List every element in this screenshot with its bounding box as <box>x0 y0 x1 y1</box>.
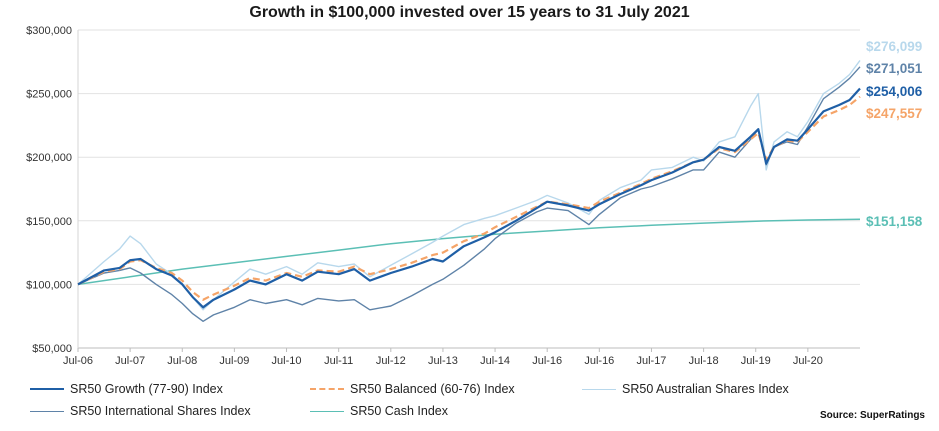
chart-title: Growth in $100,000 invested over 15 year… <box>249 4 690 21</box>
x-tick-label: Jul-13 <box>428 355 458 367</box>
x-tick-label: Jul-16 <box>584 355 614 367</box>
end-label-3: $271,051 <box>866 61 923 76</box>
y-tick-label: $250,000 <box>26 89 72 101</box>
series-line-0 <box>77 87 861 309</box>
y-axis-tick-labels: $50,000 $100,000 $150,000 $200,000 $250,000 $… <box>26 25 72 355</box>
x-tick-label: Jul-12 <box>376 355 406 367</box>
series-line-3 <box>77 66 861 322</box>
grid-lines <box>78 29 860 285</box>
x-tick-label: Jul-19 <box>741 355 771 367</box>
x-tick-label: Jul-10 <box>272 355 302 367</box>
source-note: Source: SuperRatings <box>819 410 925 421</box>
x-tick-label: Jul-07 <box>115 355 145 367</box>
y-tick-label: $100,000 <box>26 279 72 291</box>
series-lines <box>77 59 861 322</box>
end-label-2: $276,099 <box>866 39 922 54</box>
series-line-1 <box>77 95 861 301</box>
axes <box>77 30 860 349</box>
x-tick-label: Jul-14 <box>480 355 510 367</box>
series-line-4 <box>77 218 861 286</box>
y-tick-label: $50,000 <box>32 343 72 355</box>
series-line-2 <box>77 59 861 311</box>
x-tick-label: Jul-20 <box>793 355 823 367</box>
end-value-labels: $276,099 $271,051 $254,006 $247,557 $151,158 <box>866 39 923 229</box>
y-tick-label: $300,000 <box>26 25 72 37</box>
x-tick-label: Jul-09 <box>219 355 249 367</box>
x-tick-label: Jul-08 <box>167 355 197 367</box>
x-tick-label: Jul-11 <box>324 355 353 367</box>
end-label-0: $254,006 <box>866 84 923 99</box>
x-tick-label: Jul-06 <box>63 355 93 367</box>
end-label-1: $247,557 <box>866 106 922 121</box>
x-tick-label: Jul-18 <box>689 355 719 367</box>
y-tick-label: $150,000 <box>26 216 72 228</box>
end-label-4: $151,158 <box>866 214 923 229</box>
y-tick-label: $200,000 <box>26 152 72 164</box>
x-tick-label: Jul-16 <box>532 355 562 367</box>
x-axis-tick-labels: Jul-06 Jul-07 Jul-08 Jul-09 Jul-10 Jul-11 Jul-… <box>63 348 823 367</box>
x-tick-label: Jul-17 <box>636 355 666 367</box>
